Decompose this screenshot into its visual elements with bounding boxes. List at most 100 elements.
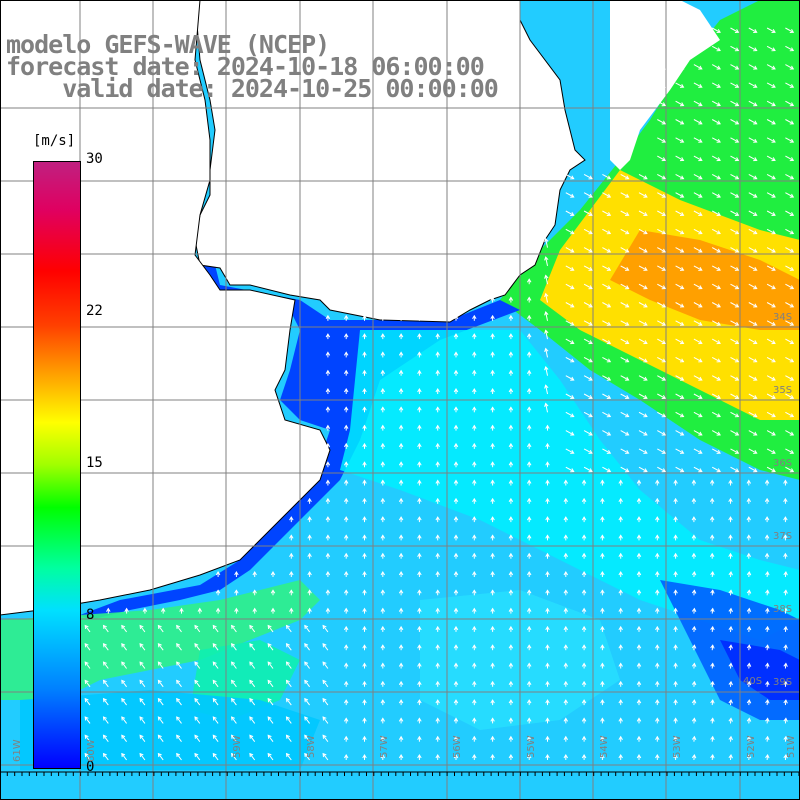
lon-label-51w: 51W xyxy=(786,735,797,758)
wind-vector-head xyxy=(508,516,514,521)
wind-vector-head xyxy=(139,752,144,758)
wind-vector-head xyxy=(157,734,162,739)
wind-vector xyxy=(766,356,776,363)
wind-vector-head xyxy=(304,716,309,721)
wind-vector xyxy=(231,680,237,688)
wind-vector xyxy=(583,375,593,381)
wind-vector-head xyxy=(304,679,309,684)
wind-vector xyxy=(565,356,574,363)
wind-vector-head xyxy=(490,552,495,557)
wind-vector-head xyxy=(588,212,593,216)
wind-vector-head xyxy=(435,369,440,374)
wind-vector-head xyxy=(753,65,758,70)
wind-vector-head xyxy=(625,212,630,216)
wind-vector xyxy=(675,210,684,216)
wind-vector xyxy=(711,155,721,161)
wind-vector xyxy=(620,338,629,344)
wind-vector xyxy=(139,625,146,633)
wind-vector-head xyxy=(764,516,770,521)
wind-vector-head xyxy=(508,662,514,667)
wind-vector xyxy=(785,375,794,381)
wind-vector-head xyxy=(710,589,715,594)
wind-vector xyxy=(657,393,666,399)
wind-vector-head xyxy=(417,552,422,557)
wind-vector-head xyxy=(691,699,697,704)
wind-vector-head xyxy=(691,497,697,503)
wind-vector-head xyxy=(771,212,776,216)
wind-vector-head xyxy=(606,413,612,418)
wind-vector-head xyxy=(691,479,697,484)
wind-vector-head xyxy=(526,241,532,246)
wind-vector-head xyxy=(325,571,331,576)
wind-vector-head xyxy=(176,624,181,630)
wind-vector xyxy=(675,228,684,235)
wind-vector-head xyxy=(417,461,422,466)
wind-vector-head xyxy=(267,716,272,721)
wind-vector xyxy=(249,643,256,651)
wind-vector-head xyxy=(307,607,312,612)
wind-vector-head xyxy=(194,734,199,739)
wind-vector-head xyxy=(398,442,404,448)
wind-vector-head xyxy=(380,680,386,686)
wind-vector-head xyxy=(789,303,795,308)
wind-vector xyxy=(638,393,648,399)
wind-vector-head xyxy=(636,516,642,521)
wind-vector-head xyxy=(194,661,199,666)
wind-vector xyxy=(693,119,703,125)
wind-vector-head xyxy=(698,413,703,418)
wind-vector xyxy=(748,356,757,363)
wind-vector xyxy=(657,82,666,88)
wind-vector-head xyxy=(526,754,532,759)
wind-vector-head xyxy=(789,29,795,33)
wind-vector-head xyxy=(304,752,309,758)
wind-vector xyxy=(748,64,757,70)
wind-vector-head xyxy=(343,424,349,429)
wind-vector-head xyxy=(544,182,549,188)
wind-vector-head xyxy=(453,571,459,576)
wind-vector-head xyxy=(771,47,776,52)
wind-vector-head xyxy=(698,449,703,454)
wind-vector xyxy=(748,338,757,344)
wind-vector-head xyxy=(289,607,294,612)
wind-vector-head xyxy=(508,534,514,539)
wind-vector-head xyxy=(322,661,327,666)
wind-vector xyxy=(748,302,757,308)
wind-vector-head xyxy=(249,661,254,666)
wind-vector xyxy=(711,82,721,88)
wind-vector xyxy=(730,247,739,253)
wind-vector-head xyxy=(215,571,221,576)
wind-vector-head xyxy=(121,752,126,758)
wind-vector-head xyxy=(728,516,733,521)
wind-vector xyxy=(785,100,794,106)
wind-vector-head xyxy=(380,552,386,557)
wind-vector-head xyxy=(771,120,776,125)
wind-vector-head xyxy=(545,552,550,557)
wind-vector xyxy=(657,173,666,180)
wind-vector-head xyxy=(655,735,660,740)
wind-vector-head xyxy=(212,624,217,630)
wind-vector-head xyxy=(698,175,703,180)
wind-vector-head xyxy=(636,607,642,612)
wind-vector-head xyxy=(231,679,235,684)
wind-vector xyxy=(304,716,311,724)
wind-vector-head xyxy=(435,442,440,448)
wind-vector-head xyxy=(508,680,514,686)
wind-vector-head xyxy=(753,157,758,162)
wind-vector-head xyxy=(679,212,685,216)
wind-vector xyxy=(785,137,794,143)
wind-vector-head xyxy=(343,589,349,594)
lat-label-36s: 36S xyxy=(773,458,793,469)
wind-vector-head xyxy=(679,303,685,308)
wind-vector-head xyxy=(789,83,795,88)
wind-vector-head xyxy=(544,384,549,389)
wind-vector xyxy=(785,265,794,271)
wind-vector-head xyxy=(746,516,752,521)
wind-vector xyxy=(157,661,164,669)
wind-vector-head xyxy=(435,589,440,594)
wind-vector xyxy=(766,173,776,180)
wind-vector-head xyxy=(588,175,593,180)
wind-vector xyxy=(103,734,109,743)
wind-vector-head xyxy=(453,644,459,649)
wind-vector xyxy=(176,698,182,706)
wind-vector xyxy=(84,734,91,743)
